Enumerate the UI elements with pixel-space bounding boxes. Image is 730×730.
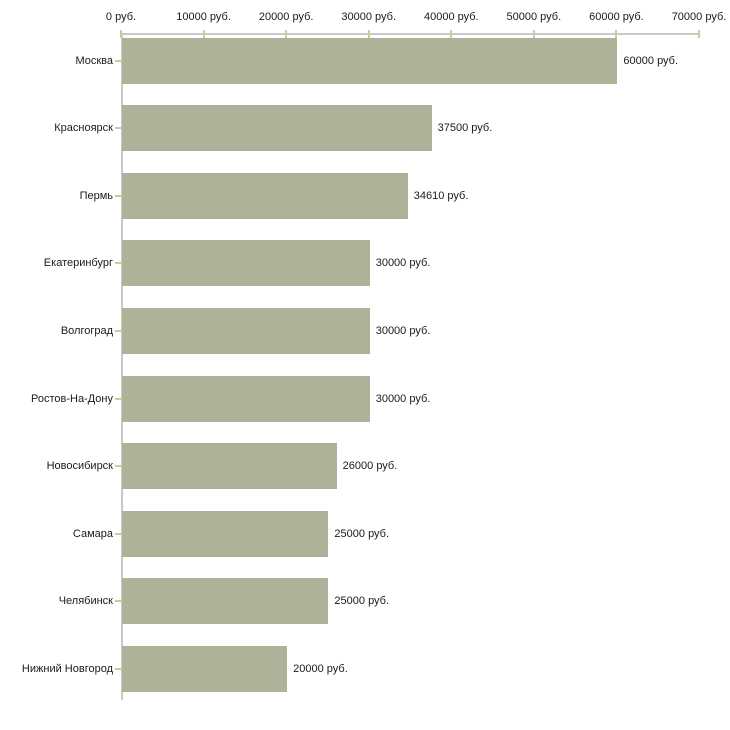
- x-axis-tick-label: 30000 руб.: [341, 11, 397, 23]
- y-axis-tick-mark: [115, 330, 121, 332]
- x-axis-tick-label: 70000 руб.: [671, 11, 727, 23]
- x-axis-tick-mark: [698, 30, 700, 38]
- value-label: 34610 руб.: [413, 189, 469, 202]
- value-label: 30000 руб.: [375, 257, 431, 270]
- x-axis-tick-label: 60000 руб.: [589, 11, 644, 23]
- bar-row: Красноярск 37500 руб.: [54, 95, 699, 163]
- bar: [122, 172, 408, 219]
- y-axis-tick-mark: [115, 532, 121, 535]
- bar: [122, 308, 370, 354]
- x-axis-tick-mark: [615, 30, 618, 38]
- bar: [122, 105, 432, 152]
- category-label: Волгоград: [60, 325, 113, 337]
- y-axis-tick-mark: [115, 465, 121, 468]
- value-label: 26000 руб.: [342, 460, 398, 473]
- bar-row: Челябинск 25000 руб.: [59, 567, 699, 635]
- x-axis-tick-label: 0 руб.: [105, 11, 137, 23]
- y-axis-tick-mark: [115, 397, 121, 400]
- bar-row: Нижний Новгород 20000 руб.: [22, 635, 699, 703]
- value-label: 25000 руб.: [334, 595, 390, 608]
- bar: [122, 510, 329, 557]
- value-label: 25000 руб.: [334, 527, 390, 540]
- value-label: 60000 руб.: [623, 54, 679, 67]
- x-axis-tick-label: 10000 руб.: [176, 11, 231, 23]
- y-axis-tick-mark: [115, 667, 121, 670]
- value-label: 37500 руб.: [437, 122, 493, 135]
- category-label: Челябинск: [58, 595, 113, 608]
- category-label: Москва: [75, 54, 113, 67]
- value-label: 30000 руб.: [375, 392, 431, 405]
- value-label: 20000 руб.: [293, 662, 348, 675]
- x-axis-tick-mark: [120, 30, 122, 38]
- bar-row: Екатеринбург 30000 руб.: [44, 230, 699, 298]
- y-axis-line: [121, 33, 123, 700]
- bar-row: Пермь 34610 руб.: [80, 162, 699, 230]
- x-axis-tick-label: 20000 руб.: [258, 11, 314, 23]
- category-label: Екатеринбург: [43, 257, 113, 270]
- x-axis-tick-mark: [285, 30, 288, 38]
- x-axis-tick-mark: [202, 30, 205, 38]
- y-axis-tick-mark: [115, 262, 121, 265]
- bar: [122, 240, 370, 287]
- value-label: 30000 руб.: [375, 325, 431, 337]
- bar-row: Москва 60000 руб.: [75, 27, 699, 95]
- x-axis-tick-mark: [450, 30, 453, 38]
- y-axis-tick-mark: [115, 127, 121, 130]
- plot-area: 0 руб. 10000 руб. 20000 руб. 30000 руб. 4000…: [22, 11, 726, 703]
- bar-row: Ростов-На-Дону 30000 руб.: [31, 365, 699, 433]
- x-axis-tick-mark: [532, 30, 535, 38]
- category-label: Красноярск: [54, 122, 113, 135]
- category-label: Самара: [72, 527, 113, 540]
- category-label: Новосибирск: [46, 460, 113, 473]
- bar: [122, 375, 370, 422]
- category-label: Пермь: [79, 189, 113, 202]
- bar-row: Новосибирск 26000 руб.: [47, 432, 699, 500]
- bar: [122, 37, 618, 84]
- x-axis-tick-label: 40000 руб.: [423, 11, 479, 23]
- bar-row: Волгоград 30000 руб.: [61, 297, 699, 365]
- category-label: Ростов-На-Дону: [30, 392, 113, 405]
- y-axis-tick-mark: [115, 194, 121, 197]
- bar: [122, 578, 329, 625]
- bar: [122, 645, 288, 692]
- category-label: Нижний Новгород: [21, 662, 113, 675]
- y-axis-tick-mark: [115, 600, 121, 603]
- y-axis-tick-mark: [115, 59, 121, 62]
- x-axis-tick-label: 50000 руб.: [506, 11, 562, 23]
- bar: [122, 443, 337, 490]
- x-axis-line: [121, 33, 699, 35]
- x-axis-tick-mark: [367, 30, 370, 38]
- bar-row: Самара 25000 руб.: [73, 500, 699, 568]
